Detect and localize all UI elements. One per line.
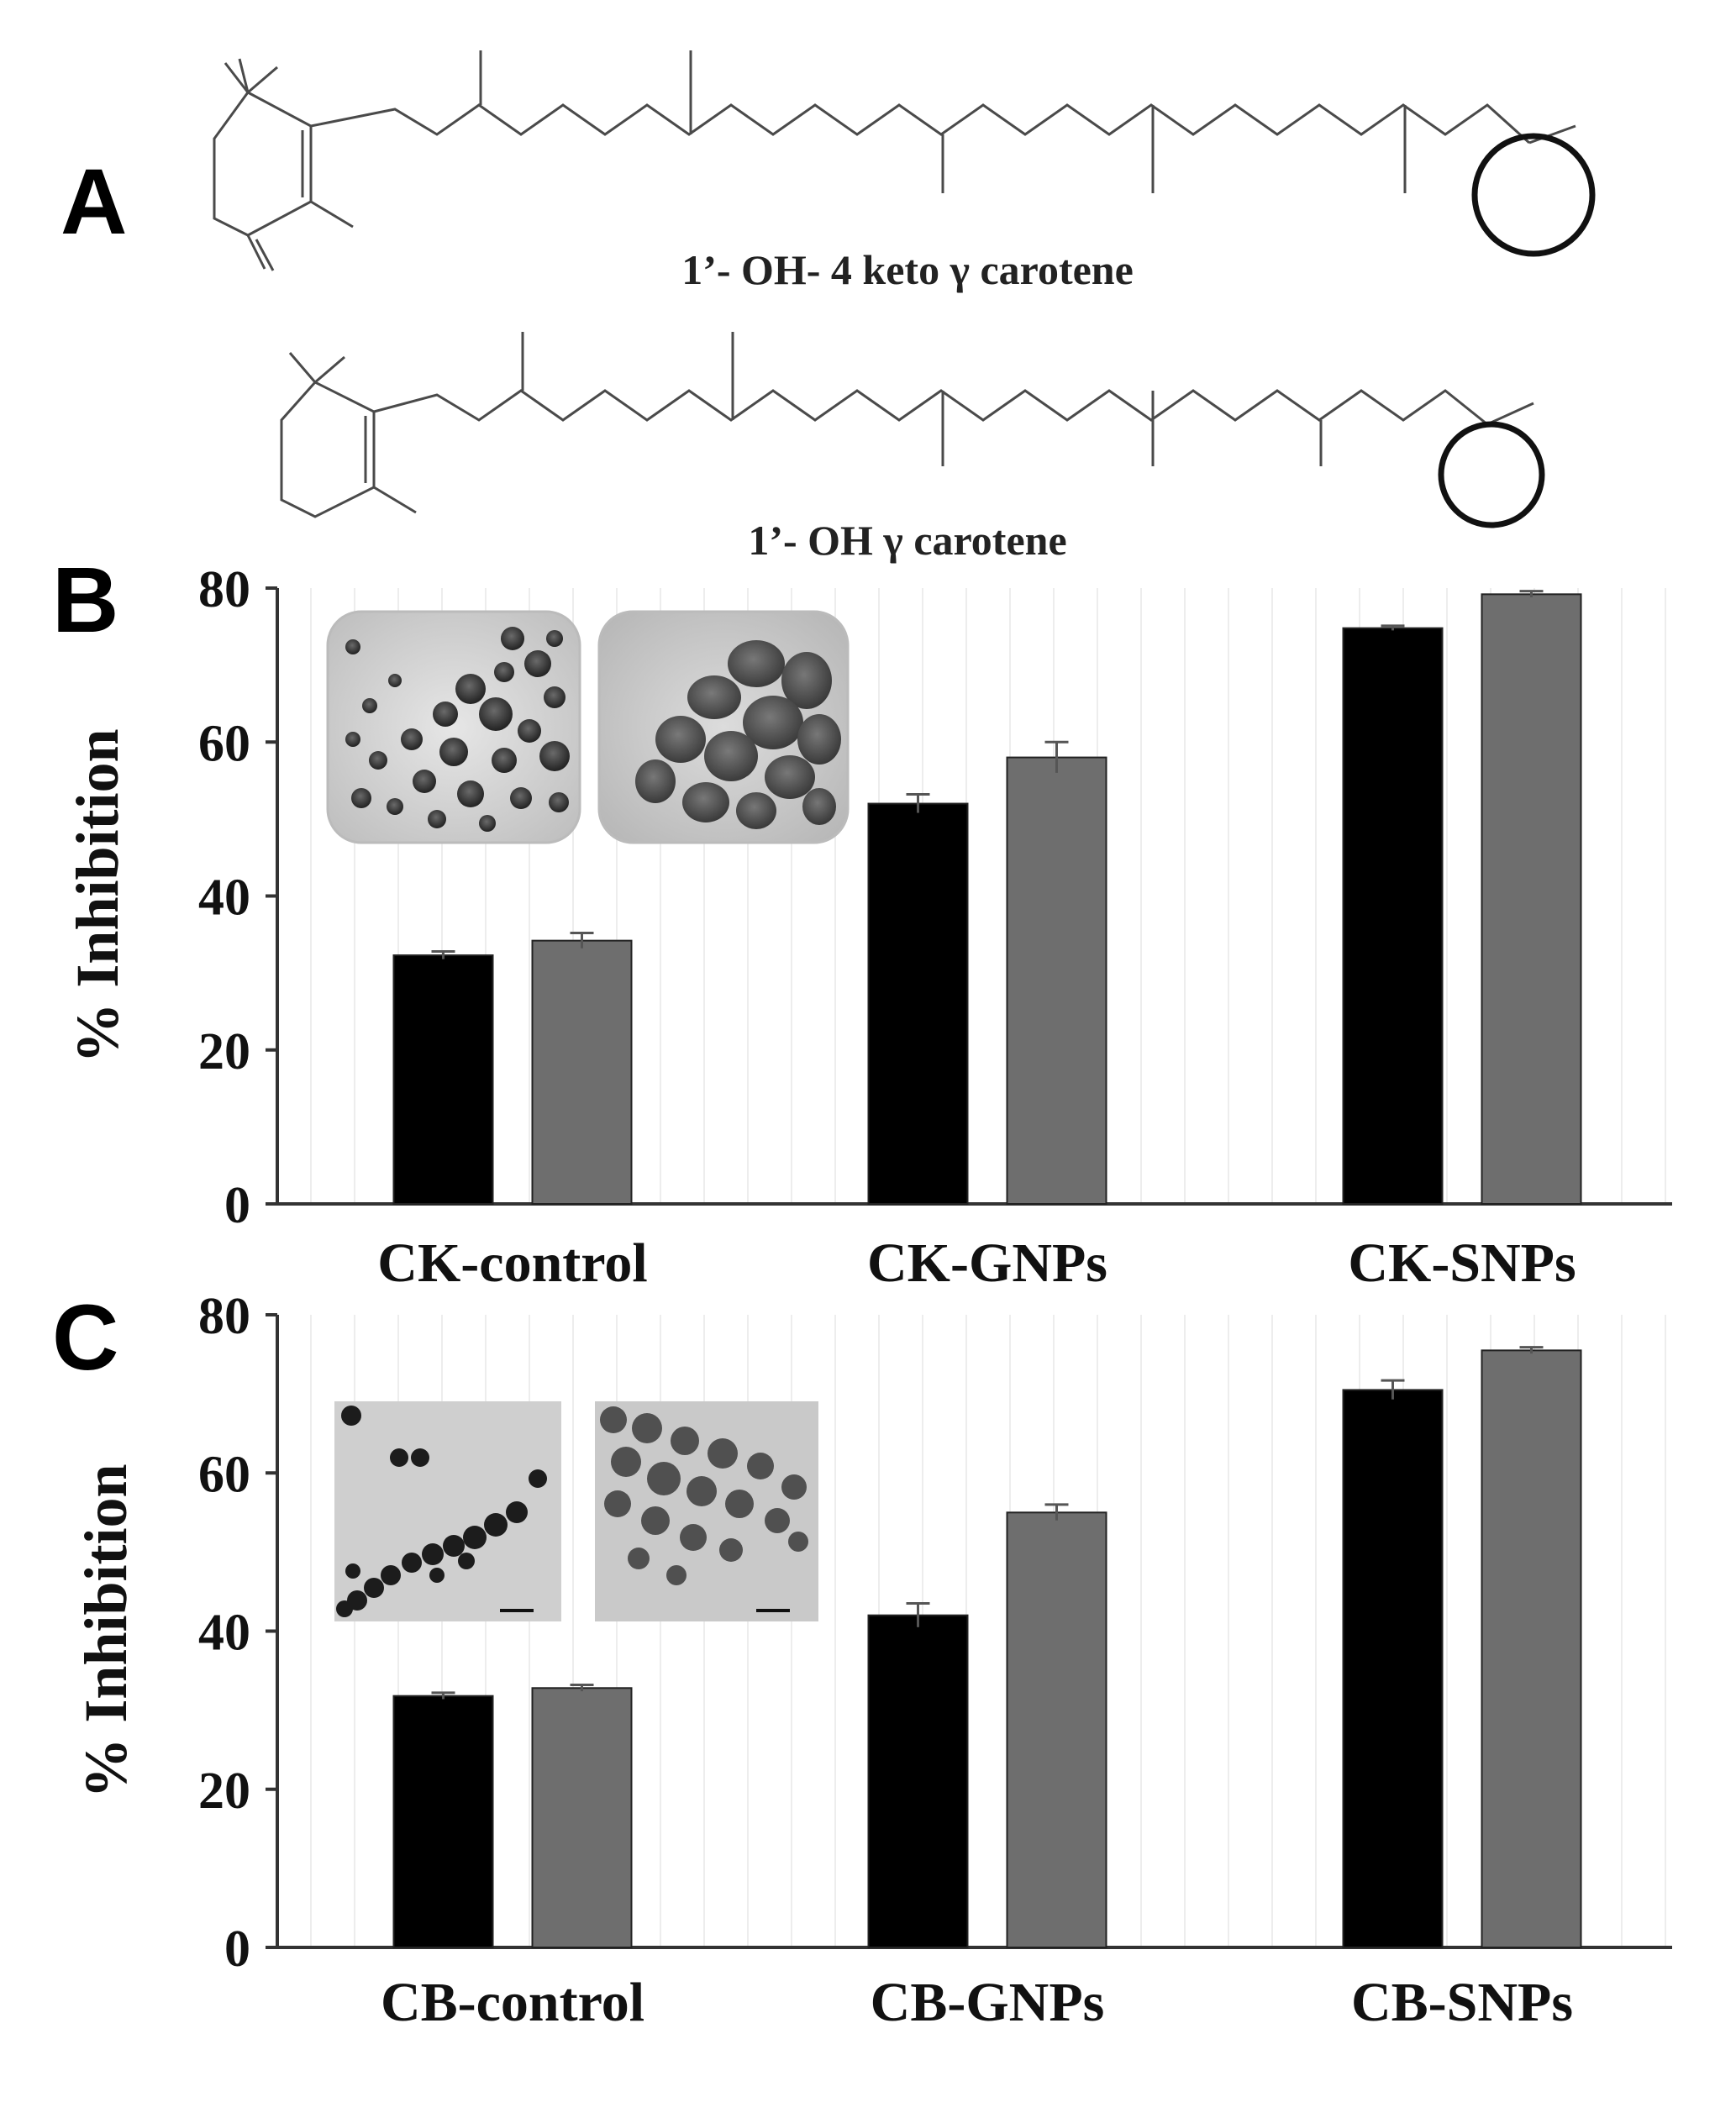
x-category-label: CK-SNPs [1348, 1232, 1576, 1294]
y-axis-label: % Inhibition [72, 1464, 139, 1798]
y-tick-label: 40 [198, 870, 250, 927]
bar [531, 1687, 633, 1949]
panel-a: A 1’- OH- 4 keto γ carotene 1’- OH γ car… [60, 50, 1596, 564]
bar [531, 939, 633, 1205]
y-tick-label: 40 [198, 1605, 250, 1662]
structure-oh-carotene: 1’- OH γ carotene [280, 332, 1545, 564]
bar [1342, 627, 1444, 1205]
y-tick-label: 0 [224, 1177, 250, 1234]
x-category-label: CB-GNPs [871, 1972, 1105, 2033]
structure-1-name: 1’- OH- 4 keto γ carotene [681, 246, 1134, 293]
x-category-label: CB-SNPs [1351, 1972, 1573, 2033]
chart-c: 0 20 40 60 80 % Inhibition CB-control CB-GNPs CB… [72, 1288, 1672, 2033]
y-tick-label: 60 [198, 715, 250, 772]
hydroxyl-highlight-circle [1438, 421, 1545, 528]
y-tick-label: 80 [198, 1288, 250, 1345]
bar [1006, 756, 1107, 1205]
chart-b: 0 20 40 60 80 % Inhibition CK-control CK-GNPs CK… [64, 561, 1672, 1294]
bar [1481, 593, 1582, 1205]
panel-b-letter: B [52, 549, 118, 652]
y-tick-label: 20 [198, 1023, 250, 1080]
y-tick-label: 60 [198, 1446, 250, 1503]
bar [1481, 1349, 1582, 1948]
hydroxyl-highlight-circle [1471, 133, 1596, 257]
bar [392, 954, 494, 1206]
structure-2-name: 1’- OH γ carotene [748, 517, 1066, 564]
bar [1342, 1389, 1444, 1948]
y-tick-label: 20 [198, 1763, 250, 1820]
panel-c: C 0 20 40 60 80 % Inhibition CB-control CB-GNPs… [52, 1286, 1672, 2033]
y-tick-label: 0 [224, 1921, 250, 1978]
x-category-label: CK-control [377, 1232, 647, 1294]
bar [867, 802, 969, 1205]
panel-a-letter: A [60, 150, 127, 254]
bar [1006, 1511, 1107, 1948]
bar [392, 1695, 494, 1948]
tem-inset-gold-nanoparticles [334, 1401, 561, 1621]
tem-inset-gold-nanoparticles [326, 610, 581, 844]
x-category-label: CB-control [381, 1972, 644, 2033]
bar [867, 1614, 969, 1949]
y-tick-label: 80 [198, 561, 250, 618]
tem-inset-silver-nanoparticles [595, 1401, 818, 1621]
structure-keto-carotene: 1’- OH- 4 keto γ carotene [213, 50, 1596, 293]
tem-inset-silver-nanoparticles [597, 610, 850, 844]
panel-c-letter: C [52, 1286, 118, 1390]
x-category-label: CK-GNPs [867, 1232, 1107, 1294]
y-axis-label: % Inhibition [64, 728, 131, 1063]
panel-b: B 0 20 40 60 80 % Inhibition CK-control CK-GNPs… [52, 549, 1672, 1294]
